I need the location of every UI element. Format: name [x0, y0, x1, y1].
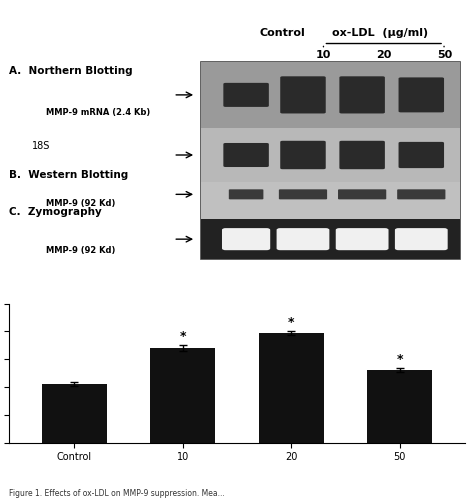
FancyBboxPatch shape — [339, 76, 385, 114]
FancyBboxPatch shape — [222, 228, 270, 250]
Text: C.  Zymography: C. Zymography — [9, 207, 102, 217]
FancyBboxPatch shape — [201, 62, 460, 128]
Bar — [367, 370, 432, 443]
Bar — [259, 333, 324, 443]
FancyBboxPatch shape — [399, 142, 444, 168]
FancyBboxPatch shape — [280, 76, 326, 114]
FancyBboxPatch shape — [223, 143, 269, 167]
Text: 18S: 18S — [32, 141, 51, 151]
Bar — [150, 348, 215, 443]
Text: *: * — [288, 315, 294, 328]
Text: ox-LDL  (µg/ml): ox-LDL (µg/ml) — [332, 28, 428, 38]
Text: 20: 20 — [376, 50, 392, 60]
FancyBboxPatch shape — [397, 189, 446, 199]
Text: *: * — [396, 353, 403, 366]
FancyBboxPatch shape — [201, 219, 460, 259]
FancyBboxPatch shape — [201, 128, 460, 182]
FancyBboxPatch shape — [279, 189, 327, 199]
Bar — [42, 384, 107, 443]
FancyBboxPatch shape — [399, 77, 444, 112]
FancyBboxPatch shape — [229, 189, 264, 199]
Text: B.  Western Blotting: B. Western Blotting — [9, 170, 129, 180]
Text: Figure 1. Effects of ox-LDL on MMP-9 suppression. Mea...: Figure 1. Effects of ox-LDL on MMP-9 sup… — [9, 489, 225, 498]
Text: MMP-9 (92 Kd): MMP-9 (92 Kd) — [46, 199, 115, 208]
Text: MMP-9 mRNA (2.4 Kb): MMP-9 mRNA (2.4 Kb) — [46, 108, 150, 117]
Text: MMP-9 (92 Kd): MMP-9 (92 Kd) — [46, 245, 115, 255]
Text: Control: Control — [260, 28, 305, 38]
FancyBboxPatch shape — [395, 228, 447, 250]
FancyBboxPatch shape — [336, 228, 389, 250]
FancyBboxPatch shape — [280, 141, 326, 169]
Text: *: * — [180, 330, 186, 343]
FancyBboxPatch shape — [201, 182, 460, 219]
FancyBboxPatch shape — [223, 83, 269, 107]
Text: 10: 10 — [316, 50, 331, 60]
FancyBboxPatch shape — [338, 189, 386, 199]
FancyBboxPatch shape — [277, 228, 329, 250]
Text: A.  Northern Blotting: A. Northern Blotting — [9, 66, 133, 76]
Text: 50: 50 — [437, 50, 452, 60]
FancyBboxPatch shape — [201, 62, 460, 259]
FancyBboxPatch shape — [339, 141, 385, 169]
